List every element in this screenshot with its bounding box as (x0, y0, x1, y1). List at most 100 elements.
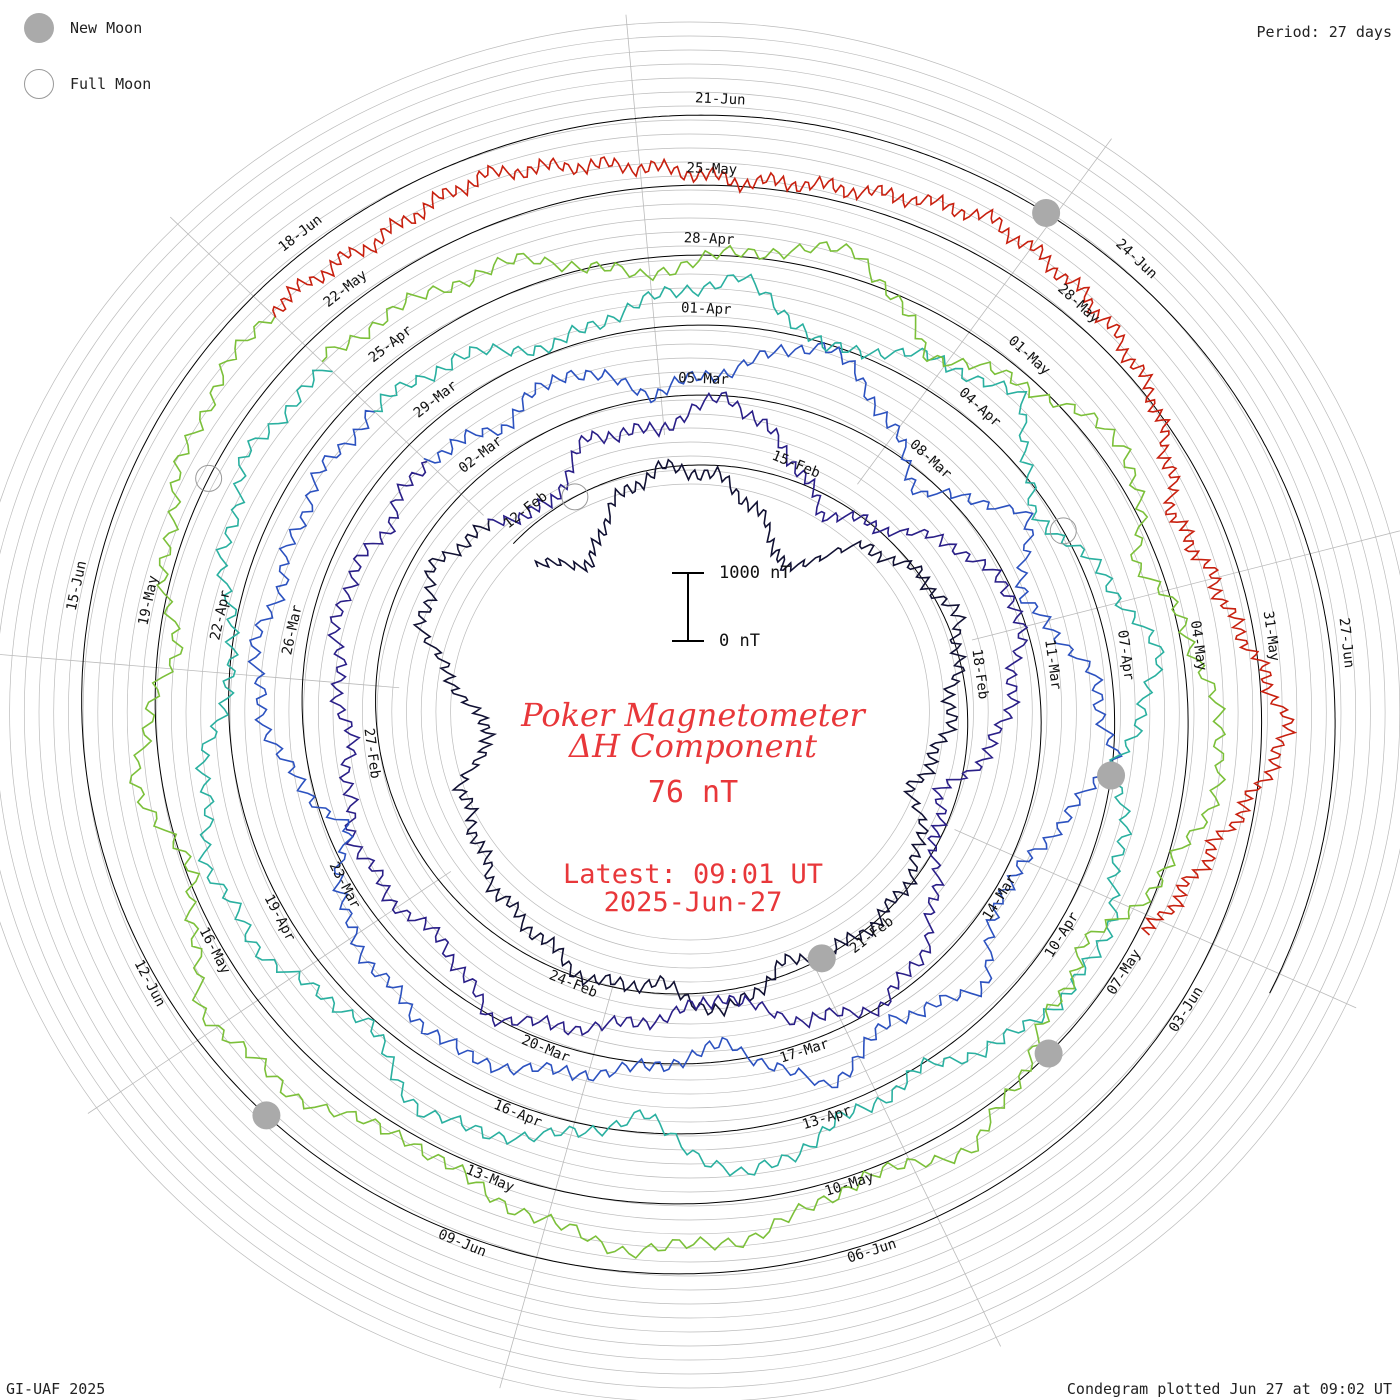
baseline-cycle-3 (228, 324, 1116, 1135)
new-moon-label: New Moon (70, 19, 143, 37)
date-label: 12-Feb (501, 488, 551, 532)
new-moon-icon (24, 13, 54, 43)
period-label: Period: 27 days (1256, 23, 1392, 41)
grid-ring (141, 189, 1239, 1235)
grid-ring (170, 217, 1210, 1207)
grid-ring (317, 357, 1063, 1067)
series-cycle-4 (194, 273, 1165, 1177)
grid-ring (185, 231, 1195, 1193)
date-label: 25-Apr (366, 322, 416, 366)
date-label: 31-May (1260, 610, 1283, 662)
date-label: 25-May (686, 160, 737, 178)
grid-ring (9, 63, 1371, 1361)
grid-ring (53, 105, 1327, 1319)
grid-ring (376, 413, 1004, 1011)
date-label: 04-May (1187, 620, 1210, 672)
date-label: 18-Feb (968, 648, 991, 700)
grid-spoke (0, 654, 400, 689)
scale-bottom-label: 0 nT (719, 631, 760, 651)
footer-plot-time: Condegram plotted Jun 27 at 09:02 UT (1066, 1380, 1392, 1398)
date-label: 07-May (1104, 947, 1144, 998)
grid-ring (82, 133, 1298, 1291)
new-moon-marker (1034, 1039, 1063, 1068)
baseline-cycle-6 (253, 114, 1336, 994)
chart-title: Poker Magnetometer (521, 696, 865, 734)
grid-ring (273, 315, 1107, 1109)
grid-ring (112, 161, 1268, 1263)
grid-ring (391, 427, 989, 997)
grid-spoke (499, 980, 615, 1389)
grid-ring (215, 259, 1165, 1165)
grid-spoke (971, 530, 1400, 641)
date-label: 27-Jun (1336, 617, 1357, 669)
moon-markers (195, 198, 1126, 1130)
grid-spoke (87, 871, 452, 1114)
series-cycle-6 (272, 156, 1298, 936)
date-label: 05-Mar (678, 370, 729, 388)
full-moon-label: Full Moon (70, 75, 152, 93)
new-moon-marker (1032, 198, 1061, 227)
grid-spoke (813, 963, 1001, 1347)
date-label: 11-Mar (1041, 639, 1064, 691)
series-cycle-3 (247, 341, 1123, 1089)
full-moon-icon (24, 69, 54, 99)
date-label: 01-May (1005, 333, 1053, 379)
latest-date: 2025-Jun-27 (603, 887, 783, 918)
full-moon-marker (1049, 517, 1077, 545)
date-label: 08-Mar (906, 437, 954, 483)
grid-ring (362, 399, 1018, 1025)
grid-ring (68, 119, 1312, 1305)
grid-ring (303, 343, 1077, 1081)
full-moon-marker (195, 464, 223, 492)
chart-subtitle: ΔH Component (568, 727, 818, 765)
date-label: 06-Jun (845, 1236, 898, 1267)
grid-spoke (625, 14, 665, 436)
scale-top-label: 1000 nT (719, 563, 791, 583)
series-cycle-1 (412, 458, 968, 1018)
date-label: 04-Apr (956, 385, 1004, 431)
scale-bar (672, 572, 704, 642)
grid-ring (259, 301, 1121, 1123)
full-moon-marker (561, 483, 589, 511)
baseline-cycle-5 (81, 184, 1263, 1275)
new-moon-marker (252, 1101, 281, 1130)
current-value: 76 nT (647, 775, 739, 810)
date-label: 17-Mar (778, 1036, 831, 1067)
grid-rings (0, 21, 1400, 1400)
date-label: 21-Feb (847, 913, 897, 957)
date-label: 24-Jun (1112, 236, 1160, 282)
grid-spoke (954, 829, 1357, 1009)
grid-ring (126, 175, 1254, 1249)
date-label: 28-Apr (683, 230, 734, 248)
date-label: 07-Apr (1114, 629, 1137, 681)
legend-full-moon: Full Moon (24, 69, 151, 99)
grid-ring (229, 273, 1151, 1151)
grid-ring (347, 385, 1033, 1039)
date-label: 10-May (823, 1169, 876, 1200)
series-cycle-2 (327, 391, 1029, 1037)
date-label: 18-Jun (276, 212, 326, 256)
grid-ring (420, 455, 960, 969)
date-label: 01-Apr (681, 300, 732, 318)
new-moon-marker (807, 944, 836, 973)
date-label: 02-Mar (456, 433, 506, 477)
grid-ring (450, 483, 930, 941)
date-label: 21-Jun (695, 90, 746, 108)
new-moon-marker (1097, 761, 1126, 790)
grid-ring (38, 91, 1342, 1333)
grid-ring (156, 203, 1224, 1221)
grid-ring (435, 469, 945, 955)
grid-ring (23, 77, 1357, 1347)
grid-ring (0, 21, 1400, 1400)
latest-time: Latest: 09:01 UT (562, 859, 824, 890)
footer-credit: GI-UAF 2025 (6, 1380, 106, 1398)
grid-ring (288, 329, 1092, 1095)
baseline-cycle-1 (375, 464, 969, 995)
legend-new-moon: New Moon (24, 13, 142, 43)
grid-spoke (170, 216, 484, 516)
date-label: 29-Mar (411, 378, 461, 422)
grid-ring (406, 441, 974, 983)
grid-ring (200, 245, 1180, 1179)
date-label: 03-Jun (1166, 984, 1206, 1035)
